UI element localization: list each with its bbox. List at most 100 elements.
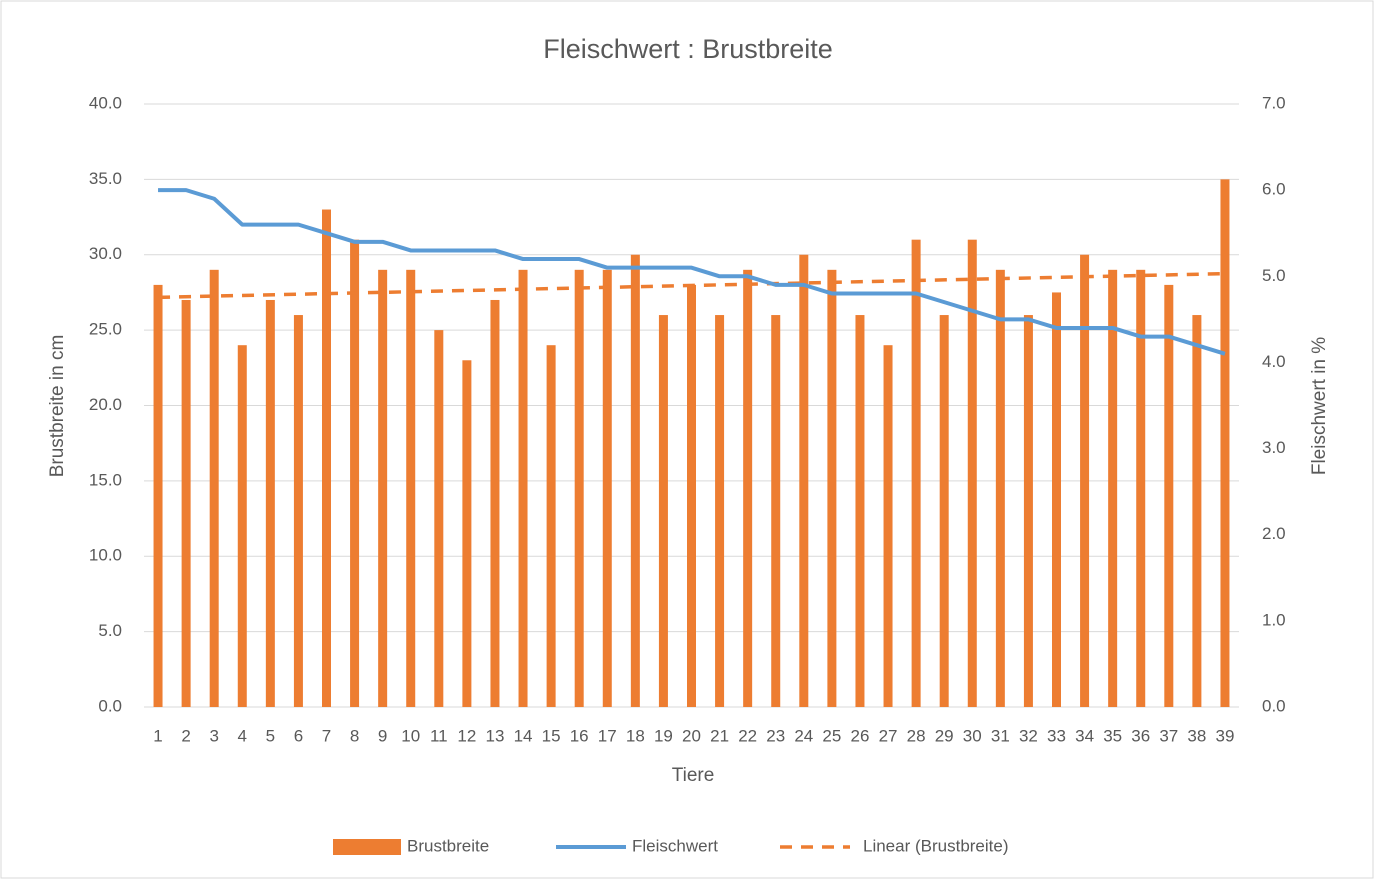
x-tick-label: 24 xyxy=(794,726,813,745)
x-tick-label: 28 xyxy=(907,726,926,745)
line xyxy=(158,188,1226,356)
x-tick-label: 22 xyxy=(738,726,757,745)
y-tick-label: 35.0 xyxy=(89,169,122,188)
bar xyxy=(153,284,163,707)
y2-tick-label: 5.0 xyxy=(1262,266,1286,285)
y-tick-label: 10.0 xyxy=(89,546,122,565)
x-tick-label: 37 xyxy=(1159,726,1178,745)
x-tick-label: 10 xyxy=(401,726,420,745)
chart-title: Fleischwert : Brustbreite xyxy=(543,34,833,64)
bar xyxy=(518,269,528,707)
bar xyxy=(799,254,809,707)
x-tick-label: 5 xyxy=(266,726,275,745)
bar xyxy=(350,239,360,708)
x-tick-label: 30 xyxy=(963,726,982,745)
y-axis-title: Brustbreite in cm xyxy=(47,335,68,478)
bar xyxy=(574,269,584,707)
x-tick-label: 36 xyxy=(1131,726,1150,745)
y-tick-label: 40.0 xyxy=(89,93,122,112)
y2-tick-label: 6.0 xyxy=(1262,180,1286,199)
x-tick-label: 8 xyxy=(350,726,359,745)
bar xyxy=(630,254,640,707)
y2-tick-label: 1.0 xyxy=(1262,610,1286,629)
bar xyxy=(1108,269,1118,707)
bar xyxy=(939,315,949,707)
bar xyxy=(265,299,275,707)
y2-tick-label: 4.0 xyxy=(1262,352,1286,371)
x-tick-label: 6 xyxy=(294,726,303,745)
x-tick-label: 21 xyxy=(710,726,729,745)
y2-tick-label: 0.0 xyxy=(1262,696,1286,715)
bar xyxy=(658,315,668,707)
y-tick-label: 30.0 xyxy=(89,244,122,263)
bar xyxy=(967,239,977,708)
bar xyxy=(434,330,444,707)
x-tick-label: 29 xyxy=(935,726,954,745)
bar xyxy=(771,315,781,707)
bar xyxy=(1023,315,1033,707)
y-tick-label: 5.0 xyxy=(98,621,122,640)
x-tick-label: 11 xyxy=(430,726,448,745)
bar xyxy=(743,269,753,707)
y-tick-label: 15.0 xyxy=(89,470,122,489)
bar xyxy=(687,284,696,707)
bar xyxy=(293,315,303,707)
x-tick-label: 39 xyxy=(1216,726,1235,745)
bar xyxy=(378,269,388,707)
x-tick-label: 34 xyxy=(1075,726,1094,745)
x-tick-label: 32 xyxy=(1019,726,1038,745)
x-tick-label: 31 xyxy=(991,726,1010,745)
x-tick-label: 27 xyxy=(879,726,898,745)
x-tick-label: 25 xyxy=(822,726,841,745)
x-tick-label: 15 xyxy=(542,726,561,745)
x-tick-label: 26 xyxy=(851,726,870,745)
legend-label: Brustbreite xyxy=(407,836,489,855)
bar xyxy=(602,269,612,707)
bar xyxy=(715,315,725,707)
x-tick-label: 7 xyxy=(322,726,331,745)
legend-swatch xyxy=(333,839,401,855)
x-tick-label: 23 xyxy=(766,726,785,745)
y-tick-label: 20.0 xyxy=(89,395,122,414)
bar xyxy=(1192,315,1202,707)
bar xyxy=(237,345,247,707)
x-tick-label: 9 xyxy=(378,726,387,745)
x-tick-label: 38 xyxy=(1187,726,1206,745)
x-tick-label: 13 xyxy=(486,726,505,745)
bar xyxy=(883,345,893,707)
legend-label: Fleischwert xyxy=(632,836,718,855)
bar xyxy=(911,239,921,708)
x-tick-label: 35 xyxy=(1103,726,1122,745)
y2-tick-label: 2.0 xyxy=(1262,524,1286,543)
x-tick-label: 4 xyxy=(238,726,247,745)
y2-axis-title: Fleischwert in % xyxy=(1309,337,1330,475)
bar xyxy=(322,209,331,707)
x-tick-label: 20 xyxy=(682,726,701,745)
x-tick-label: 19 xyxy=(654,726,673,745)
bar xyxy=(855,315,865,707)
bar xyxy=(546,345,556,707)
x-tick-label: 16 xyxy=(570,726,589,745)
y2-tick-label: 3.0 xyxy=(1262,438,1286,457)
x-axis-title: Tiere xyxy=(672,765,715,786)
x-tick-label: 2 xyxy=(181,726,190,745)
bar xyxy=(490,299,500,707)
y-tick-label: 0.0 xyxy=(98,696,122,715)
x-tick-label: 17 xyxy=(598,726,617,745)
bar xyxy=(181,299,191,707)
legend-label: Linear (Brustbreite) xyxy=(863,836,1009,855)
x-tick-label: 33 xyxy=(1047,726,1066,745)
bar xyxy=(406,269,416,707)
x-tick-label: 18 xyxy=(626,726,645,745)
bar xyxy=(1220,179,1230,707)
y-tick-label: 25.0 xyxy=(89,320,122,339)
y2-tick-label: 7.0 xyxy=(1262,93,1286,112)
bar xyxy=(209,269,219,707)
bar xyxy=(995,269,1005,707)
bar xyxy=(1136,269,1146,707)
bar xyxy=(1164,284,1174,707)
x-tick-label: 12 xyxy=(457,726,476,745)
bar xyxy=(827,269,837,707)
bar xyxy=(1052,292,1061,707)
